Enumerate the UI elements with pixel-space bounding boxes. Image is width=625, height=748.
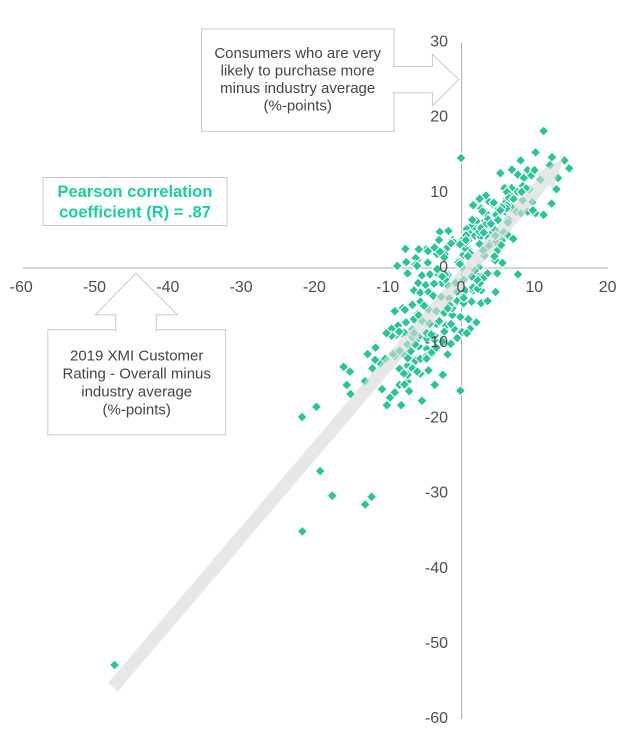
svg-text:30: 30 (430, 33, 448, 50)
svg-text:-50: -50 (83, 279, 106, 296)
svg-text:20: 20 (430, 109, 448, 126)
svg-text:-50: -50 (425, 635, 448, 652)
svg-text:20: 20 (599, 279, 617, 296)
svg-text:-30: -30 (425, 485, 448, 502)
svg-text:(%-points): (%-points) (264, 97, 332, 114)
svg-text:0: 0 (439, 259, 448, 276)
svg-text:(%-points): (%-points) (103, 401, 171, 418)
svg-text:likely to purchase more: likely to purchase more (221, 62, 375, 79)
svg-text:-10: -10 (425, 334, 448, 351)
svg-text:Pearson correlation: Pearson correlation (58, 183, 213, 201)
svg-text:-40: -40 (156, 279, 179, 296)
svg-text:Rating - Overall minus: Rating - Overall minus (63, 365, 211, 382)
svg-text:0: 0 (457, 279, 466, 296)
svg-text:-30: -30 (230, 279, 253, 296)
svg-text:10: 10 (525, 279, 543, 296)
svg-text:-40: -40 (425, 560, 448, 577)
svg-text:-10: -10 (376, 279, 399, 296)
svg-text:-20: -20 (303, 279, 326, 296)
svg-text:coefficient (R) = .87: coefficient (R) = .87 (59, 204, 211, 222)
svg-text:-20: -20 (425, 409, 448, 426)
svg-text:2019 XMI Customer: 2019 XMI Customer (70, 347, 203, 364)
svg-text:10: 10 (430, 184, 448, 201)
svg-text:-60: -60 (425, 710, 448, 727)
svg-text:-60: -60 (10, 279, 33, 296)
svg-text:Consumers who are very: Consumers who are very (214, 45, 381, 62)
svg-text:industry average: industry average (81, 383, 192, 400)
svg-text:minus industry average: minus industry average (220, 80, 375, 97)
